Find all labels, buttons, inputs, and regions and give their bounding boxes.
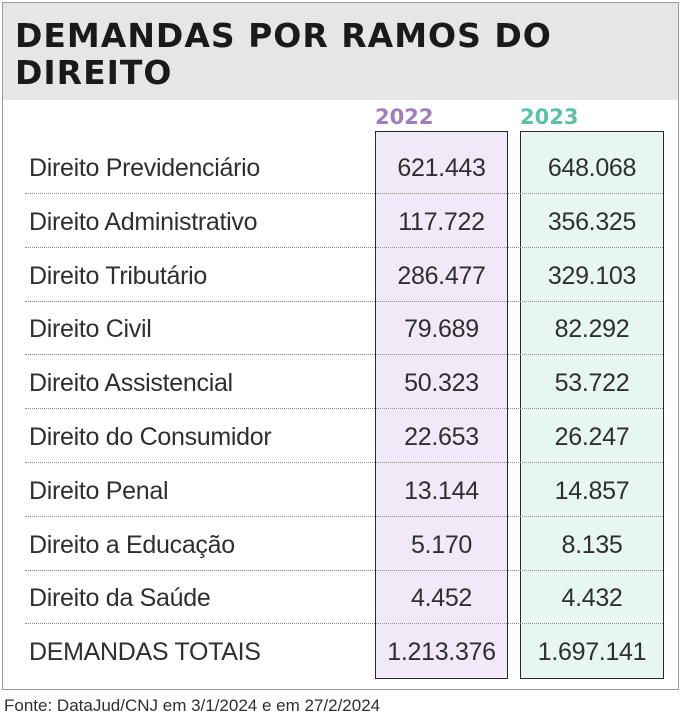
table-row: Direito Assistencial 50.323 53.722 <box>25 356 663 409</box>
value-2023: 26.247 <box>554 423 630 451</box>
row-divider <box>25 462 663 463</box>
value-2023: 648.068 <box>547 154 637 182</box>
row-label: Direito Civil <box>29 315 152 343</box>
value-2022: 1.213.376 <box>387 638 496 666</box>
column-2022-panel <box>375 131 508 679</box>
value-2022: 286.477 <box>397 262 486 290</box>
source-note: Fonte: DataJud/CNJ em 3/1/2024 e em 27/2… <box>4 696 381 715</box>
value-2022: 79.689 <box>404 315 479 343</box>
value-2023: 14.857 <box>554 477 630 505</box>
totals-row: DEMANDAS TOTAIS 1.213.376 1.697.141 <box>25 625 663 678</box>
row-label: Direito do Consumidor <box>29 423 272 451</box>
table-row: Direito Previdenciário 621.443 648.068 <box>25 141 663 194</box>
value-2022: 5.170 <box>410 531 473 559</box>
value-2023: 4.432 <box>561 584 623 612</box>
row-divider <box>25 623 663 624</box>
value-2023: 1.697.141 <box>537 638 647 666</box>
table-row: Direito Penal 13.144 14.857 <box>25 464 663 517</box>
row-label: Direito Previdenciário <box>29 154 260 182</box>
row-divider <box>25 193 663 194</box>
page-title: DEMANDAS POR RAMOS DO DIREITO <box>15 16 552 92</box>
row-divider <box>25 301 663 302</box>
value-2022: 50.323 <box>404 369 479 397</box>
row-label: Direito Penal <box>29 477 169 505</box>
value-2023: 53.722 <box>554 369 630 397</box>
table-row: Direito Administrativo 117.722 356.325 <box>25 195 663 248</box>
value-2023: 356.325 <box>547 208 637 236</box>
table-row: Direito Tributário 286.477 329.103 <box>25 249 663 302</box>
value-2022: 117.722 <box>398 208 485 236</box>
value-2023: 8.135 <box>561 531 623 559</box>
column-header-2022: 2022 <box>375 105 434 129</box>
row-divider <box>25 247 663 248</box>
infographic-frame: DEMANDAS POR RAMOS DO DIREITO 2022 2023 … <box>2 2 679 690</box>
column-2023-panel <box>520 131 664 679</box>
row-label: Direito Assistencial <box>29 369 233 397</box>
row-divider <box>25 354 663 355</box>
row-label: Direito Tributário <box>29 262 207 290</box>
row-label: Direito da Saúde <box>29 584 211 612</box>
value-2022: 621.443 <box>397 154 486 182</box>
table-row: Direito Civil 79.689 82.292 <box>25 302 663 355</box>
row-divider <box>25 570 663 571</box>
value-2023: 329.103 <box>547 262 637 290</box>
table-row: Direito do Consumidor 22.653 26.247 <box>25 410 663 463</box>
title-band: DEMANDAS POR RAMOS DO DIREITO <box>3 3 678 100</box>
table-row: Direito a Educação 5.170 8.135 <box>25 518 663 571</box>
column-header-2023: 2023 <box>520 105 579 129</box>
value-2022: 22.653 <box>404 423 479 451</box>
row-divider <box>25 408 663 409</box>
totals-label: DEMANDAS TOTAIS <box>29 638 261 666</box>
row-divider <box>25 516 663 517</box>
table-row: Direito da Saúde 4.452 4.432 <box>25 571 663 624</box>
value-2023: 82.292 <box>554 315 630 343</box>
value-2022: 4.452 <box>410 584 473 612</box>
row-label: Direito Administrativo <box>29 208 258 236</box>
value-2022: 13.144 <box>404 477 479 505</box>
row-label: Direito a Educação <box>29 531 235 559</box>
